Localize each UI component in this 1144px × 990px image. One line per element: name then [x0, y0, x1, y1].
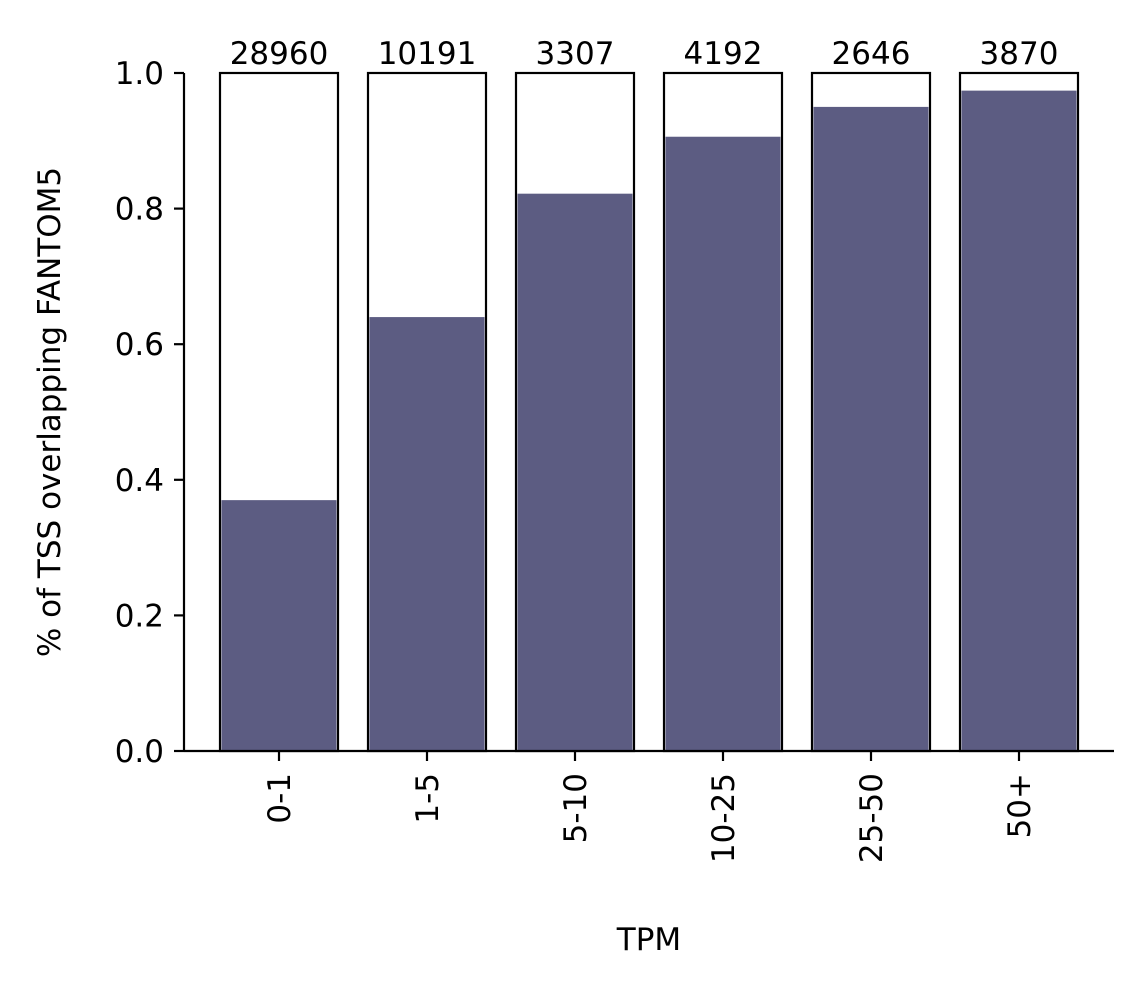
overlap-bar [813, 106, 929, 750]
x-tick-label: 1-5 [410, 773, 446, 824]
y-tick-label: 0.2 [115, 598, 164, 634]
count-label: 28960 [230, 36, 329, 72]
count-label: 2646 [832, 36, 911, 72]
overlap-bar [665, 136, 781, 750]
y-tick-label: 0.0 [115, 734, 164, 770]
count-label: 10191 [378, 36, 477, 72]
x-tick-label: 25-50 [854, 773, 890, 863]
x-tick-label: 5-10 [558, 773, 594, 843]
y-axis-title: % of TSS overlapping FANTOM5 [32, 167, 68, 657]
bars-group [218, 71, 1080, 753]
x-axis-title: TPM [616, 922, 681, 958]
y-tick-label: 1.0 [115, 56, 164, 92]
count-label: 3307 [536, 36, 615, 72]
count-label: 3870 [980, 36, 1059, 72]
overlap-bar [221, 500, 337, 750]
overlap-bar [517, 193, 633, 750]
overlap-bar [961, 90, 1077, 751]
overlap-bar [369, 317, 485, 750]
y-axis: 0.0 0.2 0.4 0.6 0.8 1.0 [115, 56, 186, 770]
x-axis: 0-1 1-5 5-10 10-25 25-50 50+ [184, 749, 1114, 863]
x-tick-label: 10-25 [706, 773, 742, 863]
x-tick-label: 50+ [1002, 773, 1038, 838]
count-labels-group: 28960 10191 3307 4192 2646 3870 [230, 36, 1059, 72]
y-tick-label: 0.4 [115, 463, 164, 499]
y-tick-label: 0.8 [115, 192, 164, 228]
x-tick-label: 0-1 [262, 773, 298, 824]
y-tick-label: 0.6 [115, 327, 164, 363]
count-label: 4192 [684, 36, 763, 72]
